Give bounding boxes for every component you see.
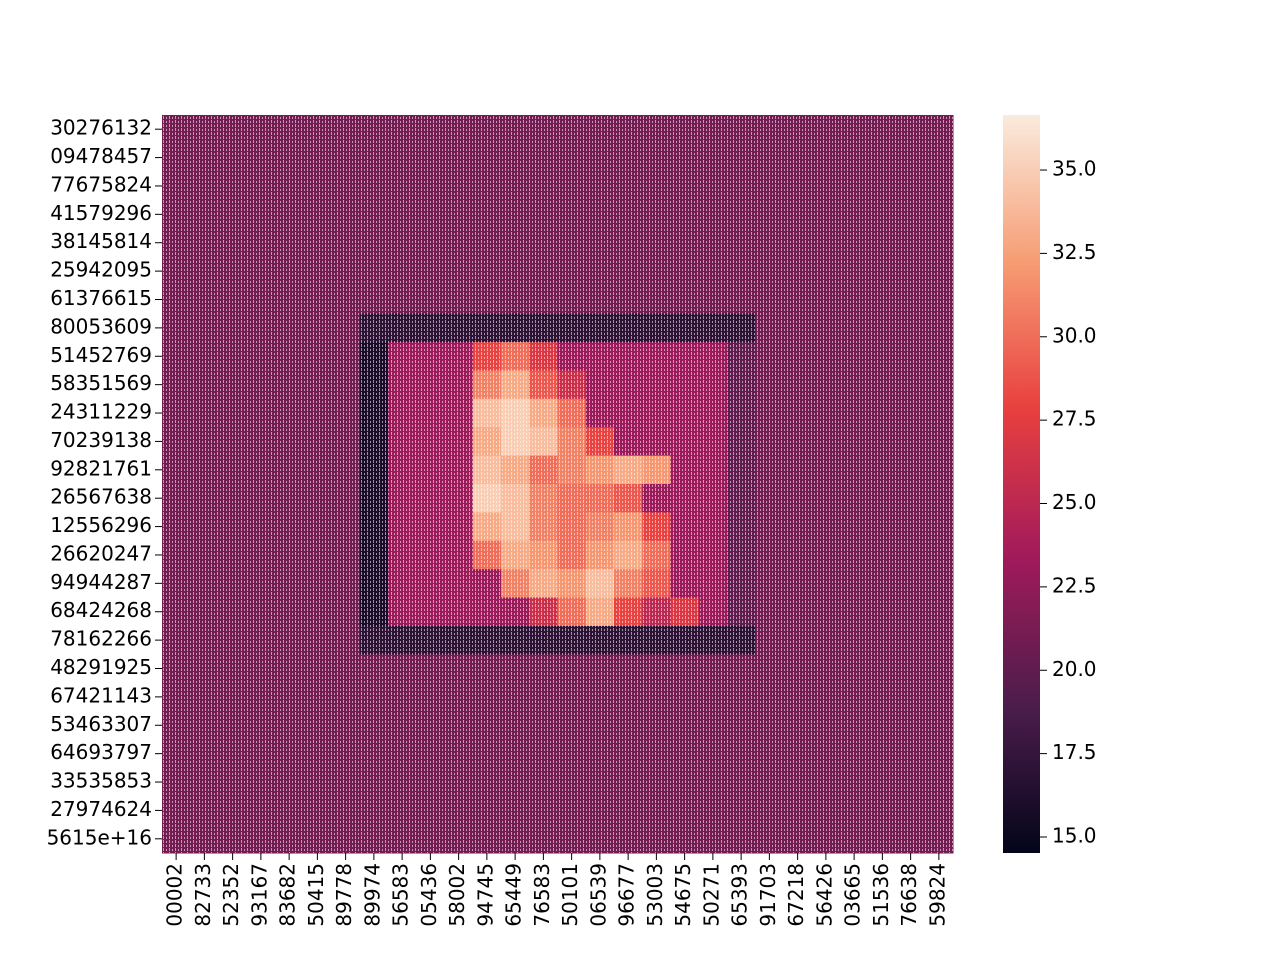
colorbar-tick-label: 17.5 bbox=[1052, 740, 1097, 764]
x-tick-label: 59824 bbox=[925, 863, 949, 927]
x-tick-label: 65393 bbox=[728, 863, 752, 927]
y-tick-label: 68424268 bbox=[50, 598, 152, 622]
x-tick-label: 96677 bbox=[615, 863, 639, 927]
y-tick-label: 33535853 bbox=[50, 769, 152, 793]
x-tick-label: 05436 bbox=[417, 863, 441, 927]
x-tick-label: 50271 bbox=[699, 863, 723, 927]
x-tick-label: 03665 bbox=[841, 863, 865, 927]
y-tick-label: 64693797 bbox=[50, 740, 152, 764]
y-tick-label: 48291925 bbox=[50, 655, 152, 679]
x-tick-label: 06539 bbox=[586, 863, 610, 927]
x-tick-label: 65449 bbox=[502, 863, 526, 927]
y-tick-label: 70239138 bbox=[50, 428, 152, 452]
x-tick-label: 76638 bbox=[897, 863, 921, 927]
colorbar bbox=[1003, 115, 1040, 853]
y-tick-label: 27974624 bbox=[50, 797, 152, 821]
y-tick-label: 09478457 bbox=[50, 144, 152, 168]
colorbar-tick-label: 22.5 bbox=[1052, 573, 1097, 597]
x-tick-label: 52352 bbox=[219, 863, 243, 927]
colorbar-tick-label: 25.0 bbox=[1052, 490, 1097, 514]
x-tick-label: 91703 bbox=[756, 863, 780, 927]
y-tick-label: 77675824 bbox=[50, 172, 152, 196]
y-tick-label: 53463307 bbox=[50, 712, 152, 736]
colorbar-tick-label: 20.0 bbox=[1052, 657, 1097, 681]
y-tick-label: 30276132 bbox=[50, 116, 152, 140]
colorbar-tick-label: 35.0 bbox=[1052, 157, 1097, 181]
x-tick-label: 54675 bbox=[671, 863, 695, 927]
x-tick-label: 50101 bbox=[558, 863, 582, 927]
y-tick-label: 78162266 bbox=[50, 627, 152, 651]
x-tick-label: 89778 bbox=[332, 863, 356, 927]
x-tick-label: 82733 bbox=[191, 863, 215, 927]
y-tick-label: 38145814 bbox=[50, 229, 152, 253]
y-tick-label: 12556296 bbox=[50, 513, 152, 537]
y-tick-label: 51452769 bbox=[50, 343, 152, 367]
colorbar-tick-label: 15.0 bbox=[1052, 823, 1097, 847]
x-tick-label: 58002 bbox=[445, 863, 469, 927]
colorbar-tick-label: 27.5 bbox=[1052, 407, 1097, 431]
x-tick-label: 56583 bbox=[389, 863, 413, 927]
x-tick-label: 50415 bbox=[304, 863, 328, 927]
colorbar-tick-label: 32.5 bbox=[1052, 240, 1097, 264]
y-tick-label: 92821761 bbox=[50, 456, 152, 480]
y-tick-label: 58351569 bbox=[50, 371, 152, 395]
y-tick-label: 24311229 bbox=[50, 400, 152, 424]
texture bbox=[162, 115, 953, 853]
y-tick-label: 25942095 bbox=[50, 258, 152, 282]
y-tick-label: 5615e+16 bbox=[47, 825, 152, 849]
x-tick-label: 67218 bbox=[784, 863, 808, 927]
x-tick-label: 51536 bbox=[869, 863, 893, 927]
y-tick-label: 61376615 bbox=[50, 286, 152, 310]
colorbar-tick-label: 30.0 bbox=[1052, 323, 1097, 347]
x-tick-label: 93167 bbox=[247, 863, 271, 927]
x-tick-label: 56426 bbox=[812, 863, 836, 927]
x-tick-label: 89974 bbox=[360, 863, 384, 927]
y-tick-label: 26620247 bbox=[50, 541, 152, 565]
x-tick-label: 00002 bbox=[163, 863, 187, 927]
y-tick-label: 26567638 bbox=[50, 485, 152, 509]
y-tick-label: 94944287 bbox=[50, 570, 152, 594]
y-tick-label: 80053609 bbox=[50, 314, 152, 338]
x-tick-label: 83682 bbox=[276, 863, 300, 927]
y-tick-label: 41579296 bbox=[50, 201, 152, 225]
x-tick-label: 76583 bbox=[530, 863, 554, 927]
x-tick-label: 94745 bbox=[473, 863, 497, 927]
y-tick-label: 67421143 bbox=[50, 683, 152, 707]
x-tick-label: 53003 bbox=[643, 863, 667, 927]
